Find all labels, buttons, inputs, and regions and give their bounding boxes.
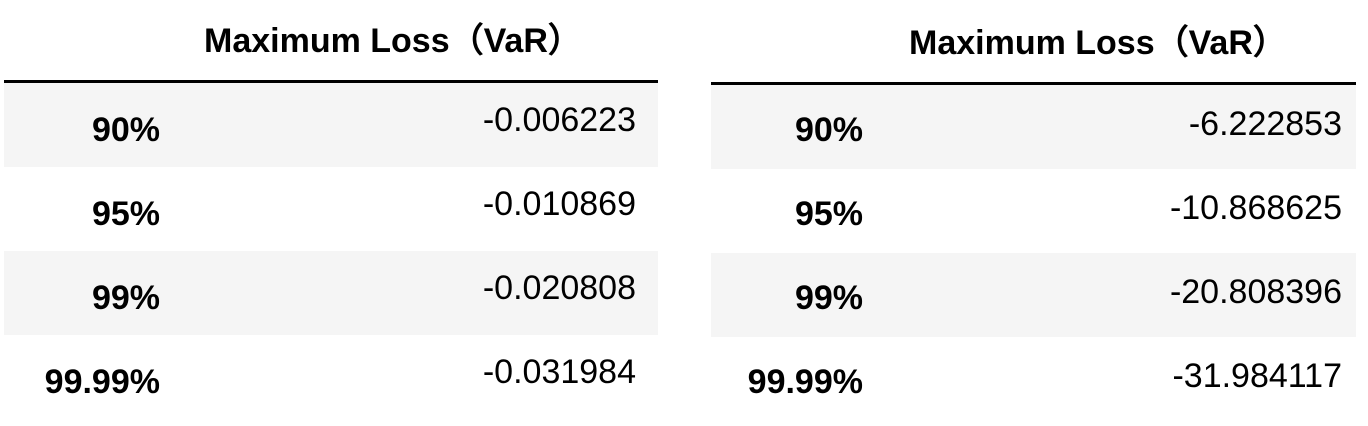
row-label: 99% xyxy=(91,279,160,317)
column-header-max-loss: Maximum Loss（VaR） xyxy=(909,24,1287,62)
table-header: Maximum Loss（VaR） xyxy=(4,0,658,83)
row-value: -0.010869 xyxy=(482,185,636,223)
row-label: 95% xyxy=(794,195,863,233)
table-row: 99% -20.808396 xyxy=(711,253,1356,337)
column-header-max-loss: Maximum Loss（VaR） xyxy=(204,22,582,60)
row-label: 99% xyxy=(794,279,863,317)
row-value: -0.020808 xyxy=(482,269,636,307)
row-value: -20.808396 xyxy=(1169,273,1342,311)
row-label: 95% xyxy=(91,195,160,233)
table-row: 90% -6.222853 xyxy=(711,85,1356,169)
table-row: 99.99% -0.031984 xyxy=(4,335,658,419)
row-label: 90% xyxy=(91,111,160,149)
row-value: -0.006223 xyxy=(482,101,636,139)
table-row: 95% -10.868625 xyxy=(711,169,1356,253)
row-label: 99.99% xyxy=(747,363,863,401)
row-label: 99.99% xyxy=(44,363,160,401)
table-row: 99% -0.020808 xyxy=(4,251,658,335)
row-value: -0.031984 xyxy=(482,353,636,391)
row-value: -10.868625 xyxy=(1169,189,1342,227)
row-value: -31.984117 xyxy=(1172,357,1342,395)
table-row: 99.99% -31.984117 xyxy=(711,337,1356,421)
table-row: 90% -0.006223 xyxy=(4,83,658,167)
table-header: Maximum Loss（VaR） xyxy=(711,0,1356,85)
row-label: 90% xyxy=(794,111,863,149)
row-value: -6.222853 xyxy=(1188,105,1342,143)
var-table-left: Maximum Loss（VaR） 90% -0.006223 95% -0.0… xyxy=(4,0,658,419)
var-table-right: Maximum Loss（VaR） 90% -6.222853 95% -10.… xyxy=(711,0,1356,421)
table-row: 95% -0.010869 xyxy=(4,167,658,251)
